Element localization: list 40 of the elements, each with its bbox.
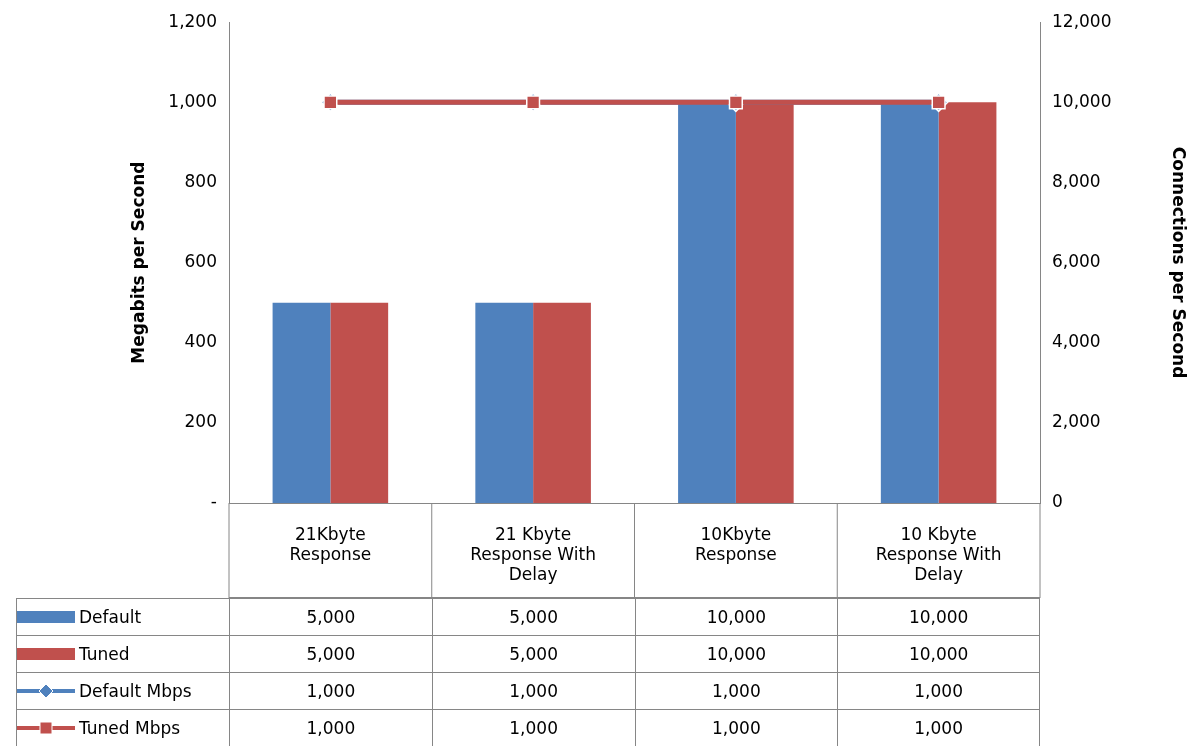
y-tick-label: 800: [184, 170, 217, 191]
y2-tick-label: 12,000: [1052, 10, 1112, 31]
data-label: 1,000: [431, 672, 635, 709]
data-label: 5,000: [431, 635, 635, 672]
data-label: 10,000: [634, 635, 838, 672]
data-label: 10,000: [634, 598, 838, 635]
y2-tick-label: 0: [1052, 491, 1063, 512]
y2-tick-label: 2,000: [1052, 411, 1101, 432]
y2-tick-label: 6,000: [1052, 251, 1101, 272]
data-label: 1,000: [634, 672, 838, 709]
legend-label: Tuned Mbps: [79, 718, 181, 738]
data-label: 5,000: [431, 598, 635, 635]
x-tick-label: 21 Kbyte Response With Delay: [470, 523, 596, 585]
y-tick-label: 1,200: [168, 10, 217, 31]
legend-label: Tuned: [79, 644, 130, 664]
y-tick-label: 600: [184, 251, 217, 272]
x-tick-label: 10 Kbyte Response With Delay: [875, 523, 1002, 585]
data-label: 1,000: [634, 709, 838, 746]
y2-axis-title: Connections per Second: [1169, 146, 1190, 379]
data-label: 5,000: [229, 598, 432, 635]
data-label: 1,000: [837, 709, 1040, 746]
data-label: 1,000: [229, 709, 432, 746]
y-tick-label: 400: [184, 331, 217, 352]
x-tick-label: 21Kbyte Response: [289, 523, 372, 565]
y2-tick-label: 10,000: [1052, 90, 1112, 111]
data-label: 10,000: [837, 598, 1040, 635]
data-label: 1,000: [229, 672, 432, 709]
legend-label: Default: [79, 607, 142, 627]
y-tick-label: 200: [184, 411, 217, 432]
data-label: 10,000: [837, 635, 1040, 672]
data-label: 1,000: [837, 672, 1040, 709]
legend-label: Default Mbps: [79, 681, 192, 701]
y-axis-title: Megabits per Second: [127, 161, 148, 364]
x-tick-label: 10Kbyte Response: [695, 523, 777, 565]
y-tick-label: -: [210, 491, 217, 512]
y2-tick-label: 4,000: [1052, 331, 1101, 352]
y-tick-label: 1,000: [168, 90, 217, 111]
data-label: 1,000: [431, 709, 635, 746]
y2-tick-label: 8,000: [1052, 170, 1101, 191]
data-label: 5,000: [229, 635, 432, 672]
